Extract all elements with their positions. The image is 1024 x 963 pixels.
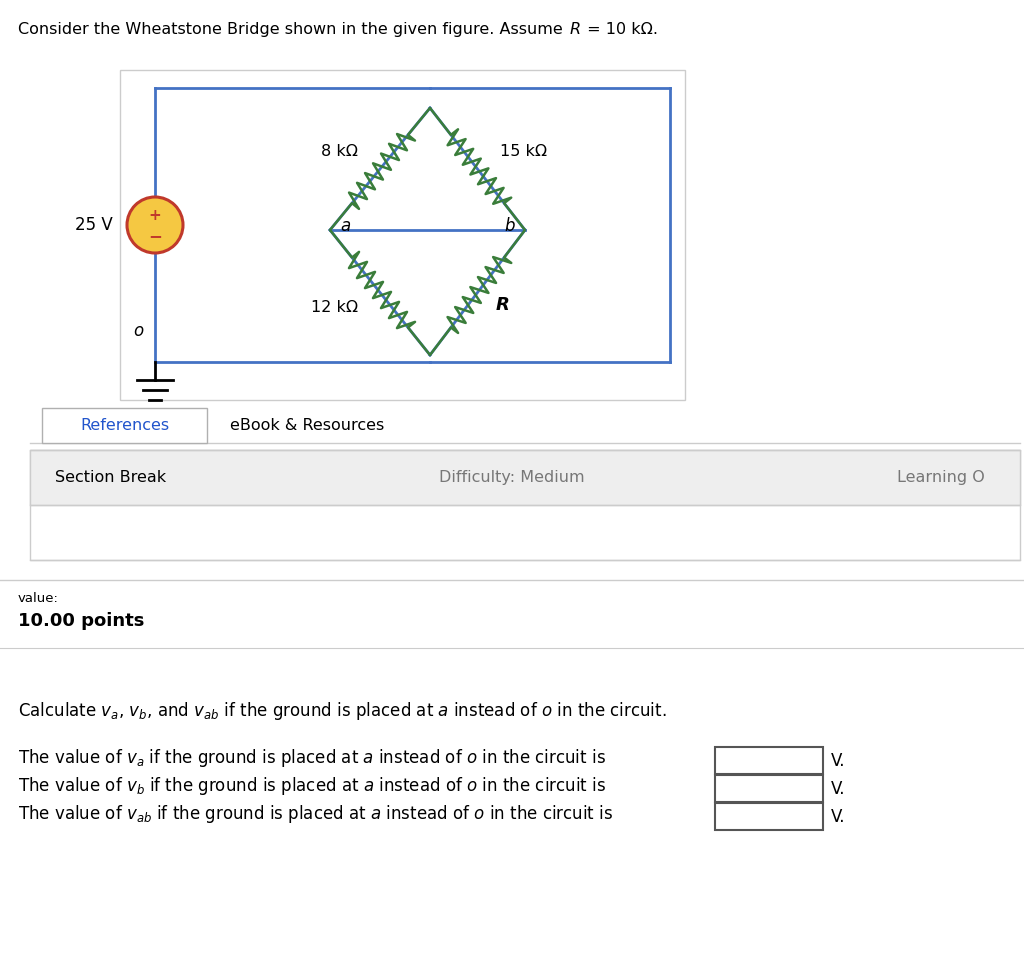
- Text: The value of $v_b$ if the ground is placed at $a$ instead of $o$ in the circuit : The value of $v_b$ if the ground is plac…: [18, 775, 606, 797]
- Text: Learning O: Learning O: [897, 470, 985, 485]
- Text: +: +: [148, 207, 162, 222]
- Text: Difficulty: Medium: Difficulty: Medium: [439, 470, 585, 485]
- FancyBboxPatch shape: [715, 775, 823, 802]
- Text: V.: V.: [831, 779, 846, 797]
- FancyBboxPatch shape: [715, 803, 823, 830]
- Text: 25 V: 25 V: [75, 216, 113, 234]
- Text: V.: V.: [831, 808, 846, 825]
- Text: 15 kΩ: 15 kΩ: [500, 143, 547, 159]
- Text: 10.00 points: 10.00 points: [18, 612, 144, 630]
- Text: The value of $v_a$ if the ground is placed at $a$ instead of $o$ in the circuit : The value of $v_a$ if the ground is plac…: [18, 747, 606, 769]
- Text: b: b: [505, 217, 515, 235]
- Text: Section Break: Section Break: [55, 470, 166, 485]
- Circle shape: [127, 197, 183, 253]
- FancyBboxPatch shape: [30, 450, 1020, 560]
- Text: = 10 kΩ.: = 10 kΩ.: [582, 22, 658, 37]
- Text: References: References: [81, 418, 170, 433]
- Text: R: R: [496, 296, 509, 314]
- FancyBboxPatch shape: [42, 408, 207, 443]
- Text: −: −: [148, 227, 162, 245]
- Text: V.: V.: [831, 751, 846, 769]
- FancyBboxPatch shape: [30, 450, 1020, 505]
- FancyBboxPatch shape: [715, 747, 823, 774]
- Text: value:: value:: [18, 592, 58, 605]
- Text: The value of $v_{ab}$ if the ground is placed at $a$ instead of $o$ in the circu: The value of $v_{ab}$ if the ground is p…: [18, 803, 613, 825]
- Text: 8 kΩ: 8 kΩ: [321, 143, 358, 159]
- Text: Calculate $v_a$, $v_b$, and $v_{ab}$ if the ground is placed at $a$ instead of $: Calculate $v_a$, $v_b$, and $v_{ab}$ if …: [18, 700, 667, 722]
- Text: eBook & Resources: eBook & Resources: [230, 418, 384, 433]
- Text: 12 kΩ: 12 kΩ: [311, 300, 358, 315]
- FancyBboxPatch shape: [120, 70, 685, 400]
- Text: o: o: [133, 322, 143, 340]
- Text: R: R: [570, 22, 582, 37]
- Text: Consider the Wheatstone Bridge shown in the given figure. Assume: Consider the Wheatstone Bridge shown in …: [18, 22, 568, 37]
- Text: a: a: [340, 217, 350, 235]
